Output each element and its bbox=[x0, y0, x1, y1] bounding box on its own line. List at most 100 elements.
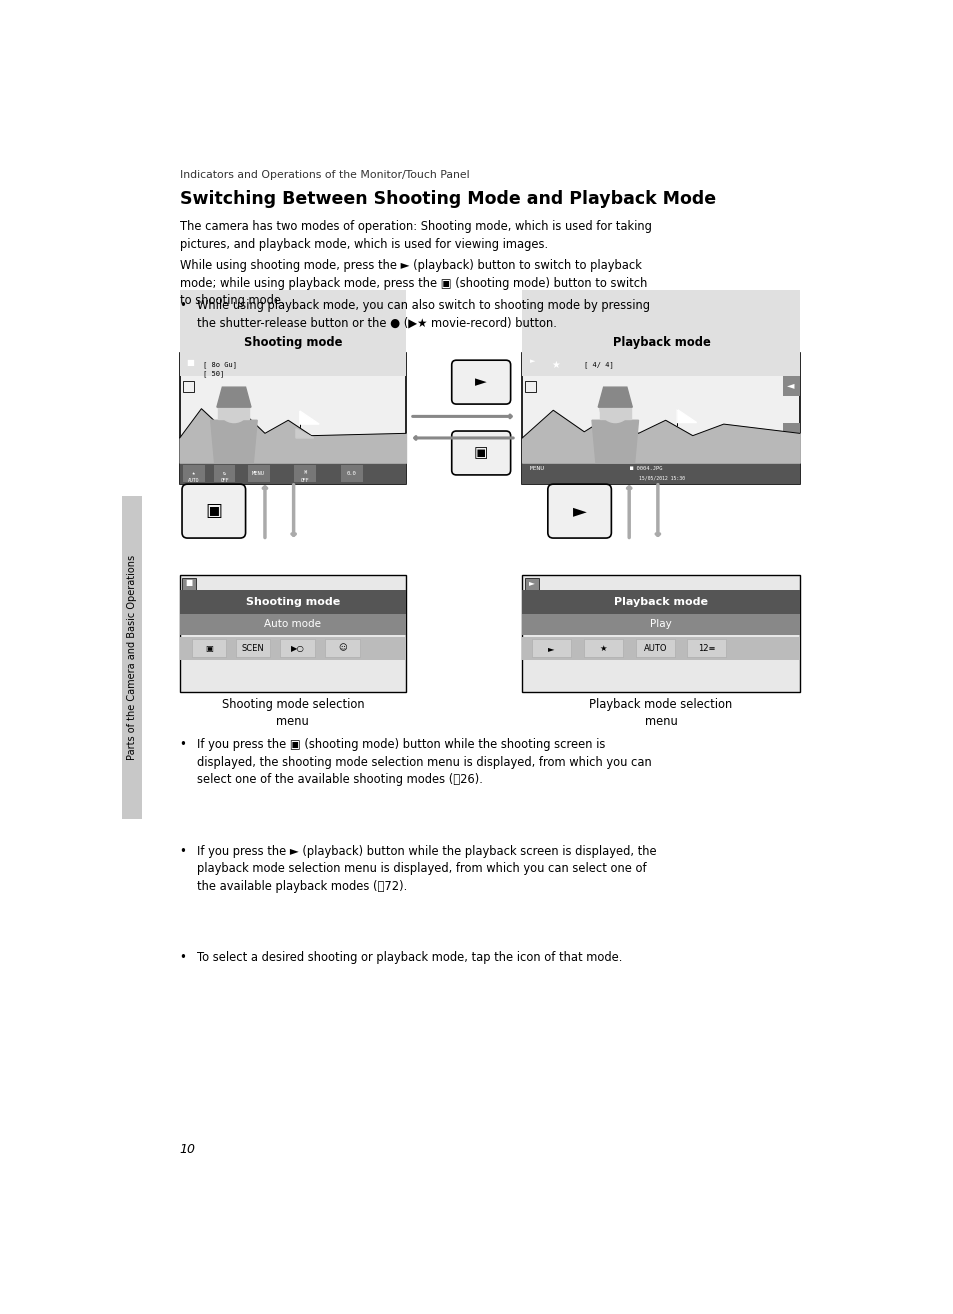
Text: Indicators and Operations of the Monitor/Touch Panel: Indicators and Operations of the Monitor… bbox=[179, 170, 469, 180]
Bar bbox=[179, 614, 406, 635]
Bar bbox=[182, 578, 195, 593]
Text: The camera has two modes of operation: Shooting mode, which is used for taking
p: The camera has two modes of operation: S… bbox=[179, 219, 651, 251]
Bar bbox=[521, 576, 799, 692]
Text: Playback mode selection
menu: Playback mode selection menu bbox=[589, 698, 732, 728]
Text: Shooting mode: Shooting mode bbox=[244, 336, 342, 350]
Bar bbox=[248, 465, 270, 482]
FancyBboxPatch shape bbox=[452, 360, 510, 405]
Bar bbox=[179, 576, 406, 692]
Bar bbox=[236, 639, 270, 657]
Bar bbox=[525, 357, 540, 372]
Text: While using playback mode, you can also switch to shooting mode by pressing
the : While using playback mode, you can also … bbox=[196, 300, 649, 330]
Text: While using shooting mode, press the ► (playback) button to switch to playback
m: While using shooting mode, press the ► (… bbox=[179, 259, 646, 307]
Bar bbox=[521, 353, 799, 376]
Bar bbox=[583, 639, 622, 657]
Bar bbox=[179, 353, 406, 376]
Bar bbox=[340, 465, 362, 482]
Text: Auto mode: Auto mode bbox=[264, 619, 321, 629]
Text: MENU: MENU bbox=[530, 466, 545, 472]
Text: ★: ★ bbox=[192, 470, 195, 476]
Bar bbox=[524, 578, 537, 593]
Bar bbox=[521, 463, 799, 484]
Bar bbox=[182, 598, 192, 607]
Circle shape bbox=[218, 392, 249, 423]
Bar bbox=[686, 639, 725, 657]
Polygon shape bbox=[299, 411, 319, 424]
Text: ►: ► bbox=[528, 578, 534, 587]
Polygon shape bbox=[677, 410, 696, 423]
Bar bbox=[179, 353, 406, 484]
Text: ►: ► bbox=[572, 502, 586, 520]
Text: OFF: OFF bbox=[300, 477, 309, 482]
Polygon shape bbox=[218, 405, 249, 419]
Text: ■ 0004.JPG: ■ 0004.JPG bbox=[629, 466, 661, 472]
Text: ⌘: ⌘ bbox=[303, 470, 307, 476]
Text: ►: ► bbox=[786, 428, 794, 439]
Text: 0.0: 0.0 bbox=[347, 470, 356, 476]
Text: ◄: ◄ bbox=[786, 381, 794, 390]
Text: •: • bbox=[179, 951, 187, 963]
Text: [ 50]: [ 50] bbox=[203, 371, 224, 377]
Text: 10: 10 bbox=[179, 1142, 195, 1155]
Polygon shape bbox=[295, 428, 314, 438]
Text: ▶○: ▶○ bbox=[291, 644, 304, 653]
Bar bbox=[521, 636, 799, 660]
Bar bbox=[122, 495, 142, 819]
FancyBboxPatch shape bbox=[452, 431, 510, 474]
Text: ▣: ▣ bbox=[205, 502, 222, 520]
FancyBboxPatch shape bbox=[182, 484, 245, 537]
Text: MENU: MENU bbox=[252, 470, 265, 476]
Polygon shape bbox=[599, 405, 630, 419]
Text: ↻: ↻ bbox=[223, 470, 226, 476]
Text: 15/05/2012 15:30: 15/05/2012 15:30 bbox=[639, 476, 684, 481]
Text: AUTO: AUTO bbox=[643, 644, 666, 653]
FancyBboxPatch shape bbox=[547, 484, 611, 537]
Text: AUTO: AUTO bbox=[188, 477, 199, 482]
Text: Playback mode: Playback mode bbox=[614, 597, 707, 607]
Text: OFF: OFF bbox=[220, 477, 229, 482]
Text: 12≡: 12≡ bbox=[698, 644, 715, 653]
Bar bbox=[781, 374, 799, 397]
Bar bbox=[213, 465, 235, 482]
Circle shape bbox=[599, 392, 630, 423]
Bar bbox=[192, 639, 226, 657]
Text: ▣: ▣ bbox=[474, 445, 488, 460]
Bar bbox=[521, 353, 799, 484]
Bar bbox=[179, 463, 406, 484]
Text: Parts of the Camera and Basic Operations: Parts of the Camera and Basic Operations bbox=[127, 555, 137, 759]
Polygon shape bbox=[211, 420, 257, 463]
Bar bbox=[636, 639, 674, 657]
Text: ▣: ▣ bbox=[205, 644, 213, 653]
Bar bbox=[521, 614, 799, 635]
Text: •: • bbox=[179, 300, 187, 313]
Text: To select a desired shooting or playback mode, tap the icon of that mode.: To select a desired shooting or playback… bbox=[196, 951, 621, 963]
Bar bbox=[781, 423, 799, 444]
Text: Play: Play bbox=[649, 619, 671, 629]
Bar bbox=[325, 639, 359, 657]
Text: [ 4/ 4]: [ 4/ 4] bbox=[583, 361, 614, 368]
Bar bbox=[179, 290, 406, 376]
Bar bbox=[532, 639, 571, 657]
Bar bbox=[545, 356, 565, 373]
Text: Playback mode: Playback mode bbox=[612, 336, 710, 350]
Bar bbox=[280, 639, 314, 657]
Bar bbox=[183, 357, 198, 372]
Polygon shape bbox=[592, 420, 638, 463]
Bar bbox=[525, 381, 536, 392]
Bar bbox=[294, 465, 315, 482]
Bar bbox=[521, 439, 799, 463]
Text: Shooting mode selection
menu: Shooting mode selection menu bbox=[221, 698, 364, 728]
Polygon shape bbox=[216, 388, 251, 407]
Text: ►: ► bbox=[475, 374, 487, 390]
Text: •: • bbox=[179, 738, 187, 752]
Text: •: • bbox=[179, 845, 187, 858]
Text: If you press the ► (playback) button while the playback screen is displayed, the: If you press the ► (playback) button whi… bbox=[196, 845, 656, 892]
Text: Switching Between Shooting Mode and Playback Mode: Switching Between Shooting Mode and Play… bbox=[179, 191, 715, 208]
Bar bbox=[524, 598, 534, 607]
Text: ■: ■ bbox=[187, 357, 194, 367]
Text: SCEN: SCEN bbox=[242, 644, 264, 653]
Text: ★: ★ bbox=[599, 644, 607, 653]
Bar bbox=[179, 636, 406, 660]
Text: ■: ■ bbox=[185, 578, 193, 587]
Bar bbox=[179, 590, 406, 614]
